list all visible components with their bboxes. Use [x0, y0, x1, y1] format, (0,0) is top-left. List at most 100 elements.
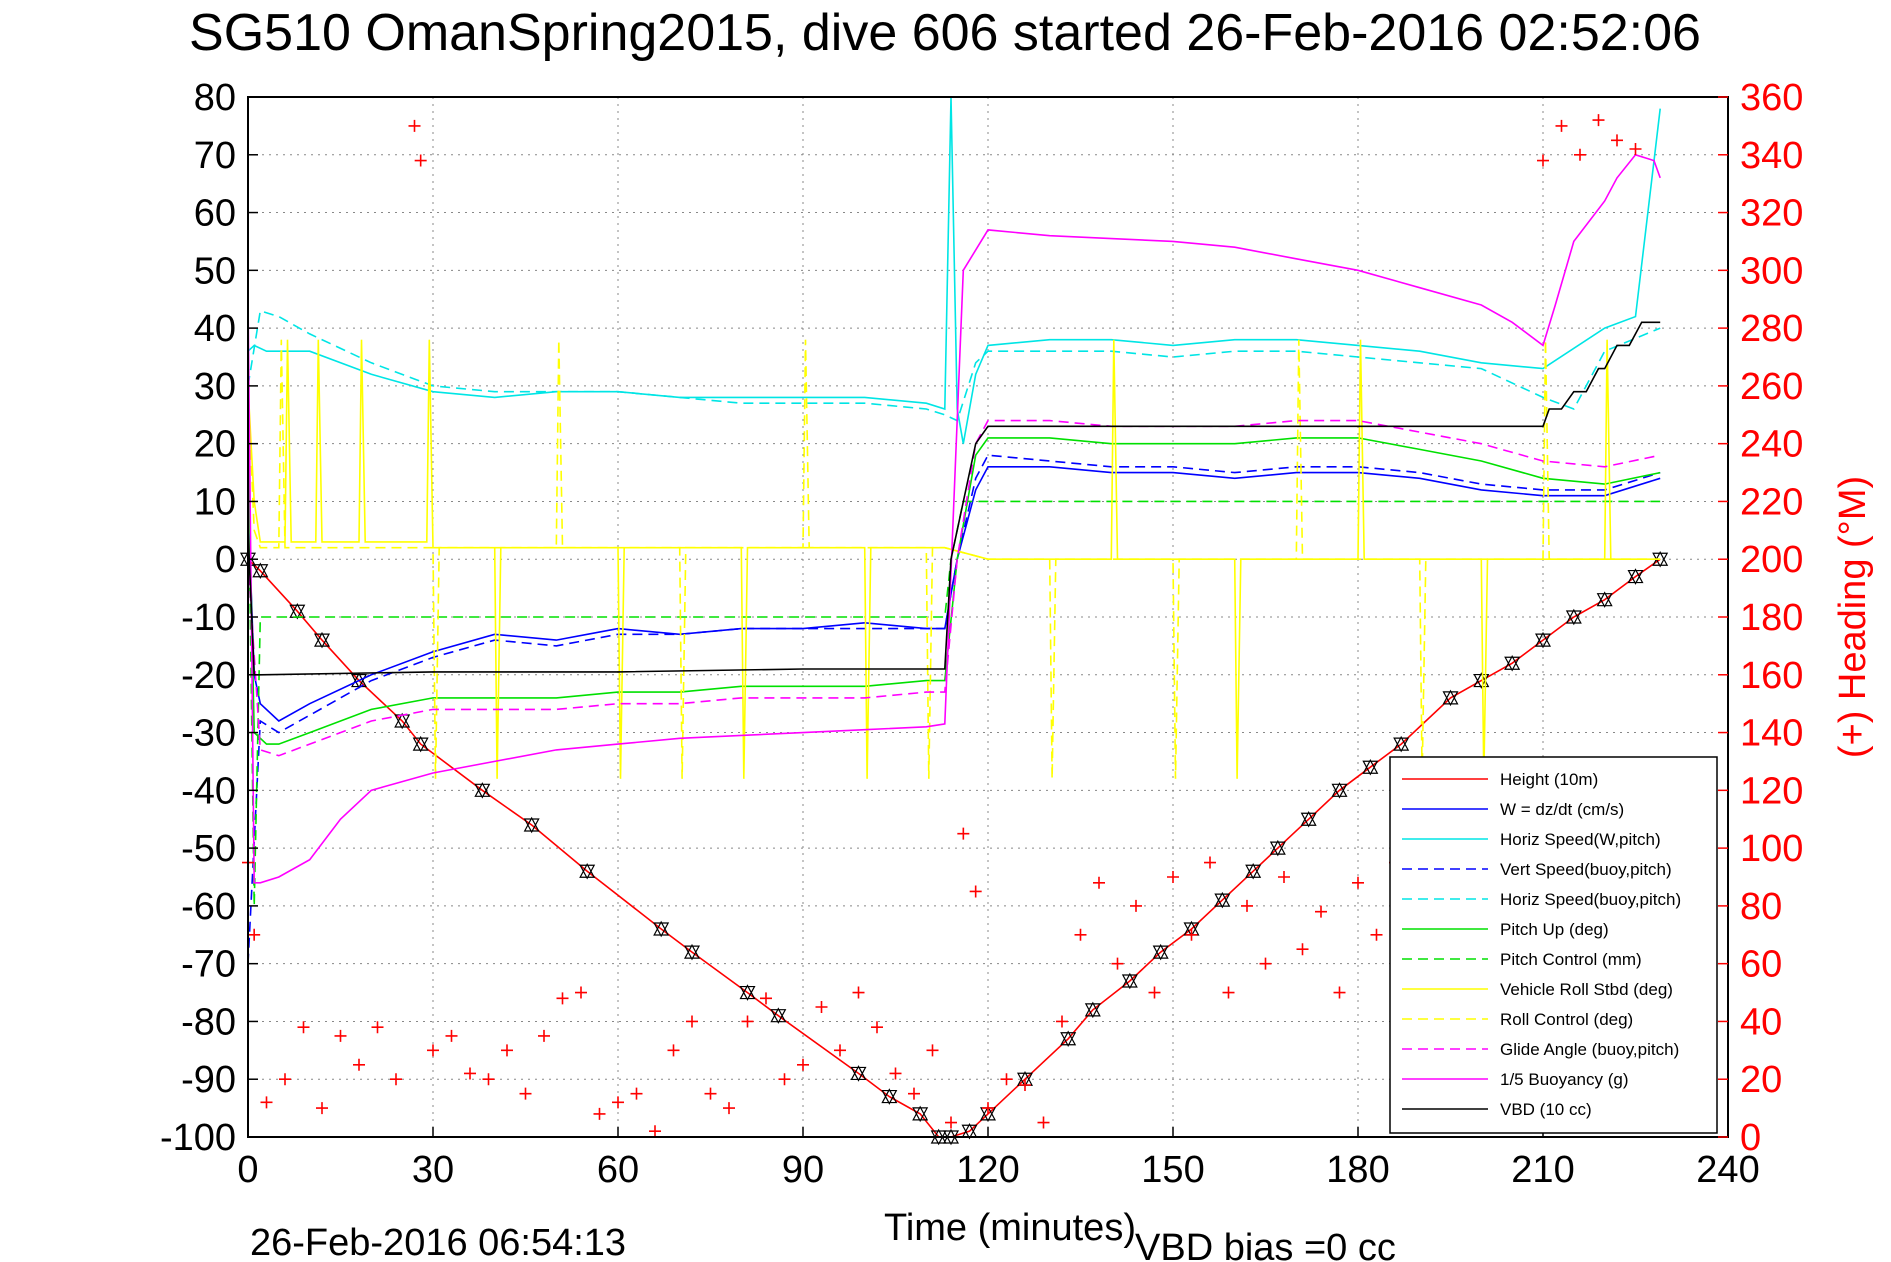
- height-point: [1596, 591, 1613, 608]
- legend-item: Pitch Control (mm): [1402, 950, 1642, 969]
- heading-point: [778, 1073, 791, 1086]
- legend-label: Roll Control (deg): [1500, 1010, 1633, 1029]
- heading-point: [1130, 899, 1142, 912]
- heading-point: [1611, 134, 1623, 147]
- height-point: [683, 943, 701, 961]
- heading-point: [1537, 154, 1549, 167]
- height-point: [1393, 735, 1410, 753]
- height-point: [1442, 689, 1459, 707]
- legend-item: Glide Angle (buoy,pitch): [1402, 1040, 1679, 1059]
- y-right-tick-label: 120: [1740, 770, 1803, 812]
- series-vbd-10-cc: [247, 321, 1661, 676]
- height-point: [1084, 1001, 1101, 1019]
- heading-point: [1074, 928, 1087, 941]
- series-line: [247, 96, 1661, 444]
- y-tick-label: -60: [181, 886, 236, 928]
- height-point: [474, 782, 491, 799]
- heading-point: [556, 992, 569, 1005]
- height-point: [1245, 862, 1262, 880]
- height-point: [252, 562, 269, 580]
- heading-point: [649, 1125, 661, 1138]
- series-1-5-buoyancy-g: [247, 153, 1661, 884]
- heading-point: [760, 992, 772, 1005]
- legend-item: Height (10m): [1402, 770, 1598, 789]
- heading-point: [279, 1073, 291, 1086]
- legend-item: Roll Control (deg): [1402, 1010, 1633, 1029]
- y-right-tick-label: 20: [1740, 1059, 1782, 1101]
- x-tick-label: 60: [597, 1149, 639, 1191]
- heading-point: [630, 1087, 643, 1100]
- ticks: 0 30 60 90 120 150 180 210 24080706050403020100-…: [160, 77, 1803, 1191]
- heading-point: [1204, 856, 1216, 869]
- legend-label: 1/5 Buoyancy (g): [1500, 1070, 1629, 1089]
- legend-item: Horiz Speed(buoy,pitch): [1402, 890, 1681, 909]
- series-line: [247, 339, 1661, 779]
- legend-item: W = dz/dt (cm/s): [1402, 800, 1624, 819]
- legend-item: Pitch Up (deg): [1402, 920, 1609, 939]
- x-tick-label: 0: [237, 1149, 258, 1191]
- y-right-tick-label: 280: [1740, 308, 1803, 350]
- height-point: [1269, 839, 1286, 857]
- height-point: [912, 1105, 929, 1123]
- heading-point: [1093, 876, 1105, 889]
- heading-point: [1037, 1116, 1050, 1129]
- y-right-tick-label: 320: [1740, 193, 1803, 235]
- y-right-tick-label: 240: [1740, 424, 1803, 466]
- heading-point: [519, 1087, 532, 1100]
- height-point: [523, 816, 540, 834]
- y-right-tick-label: 200: [1740, 539, 1803, 581]
- heading-point: [982, 1102, 994, 1115]
- heading-point: [834, 1044, 846, 1057]
- heading-point: [1148, 986, 1161, 999]
- height-point: [770, 1007, 787, 1024]
- series-line: [247, 153, 1661, 884]
- heading-point: [945, 1116, 957, 1129]
- height-point: [1300, 810, 1317, 828]
- heading-point: [723, 1102, 735, 1115]
- heading-point: [408, 119, 421, 132]
- legend-label: Pitch Control (mm): [1500, 950, 1642, 969]
- y-right-tick-label: 60: [1740, 944, 1782, 986]
- heading-point: [1259, 957, 1272, 970]
- heading-point: [797, 1058, 809, 1071]
- heading-point: [1315, 905, 1327, 918]
- footer-timestamp: 26-Feb-2016 06:54:13: [250, 1222, 626, 1262]
- legend: Height (10m) W = dz/dt (cm/s) Horiz Speed(…: [1389, 756, 1718, 1134]
- y-right-tick-label: 80: [1740, 886, 1782, 928]
- heading-point: [353, 1058, 365, 1071]
- heading-point: [316, 1102, 328, 1115]
- y-right-tick-label: 260: [1740, 366, 1803, 408]
- height-point: [579, 862, 596, 880]
- series-line: [247, 454, 1661, 964]
- heading-point: [390, 1073, 402, 1086]
- y-tick-label: 60: [194, 193, 236, 235]
- heading-point: [1167, 871, 1179, 883]
- heading-point: [852, 986, 865, 999]
- height-point: [350, 672, 368, 689]
- y-right-tick-label: 160: [1740, 655, 1803, 697]
- height-point: [653, 920, 670, 938]
- heading-point: [427, 1044, 439, 1057]
- legend-box: [1389, 756, 1718, 1134]
- series-horiz-speed-buoy-pitch: [247, 309, 1661, 422]
- y-right-tick-label: 140: [1740, 713, 1803, 755]
- heading-point: [1352, 876, 1364, 889]
- height-point: [1534, 631, 1552, 649]
- heading-point: [501, 1044, 513, 1057]
- series-line: [247, 465, 1661, 722]
- heading-point: [1333, 986, 1346, 999]
- heading-point: [414, 154, 427, 167]
- legend-item: VBD (10 cc): [1402, 1100, 1592, 1119]
- y-right-tick-label: 340: [1740, 135, 1803, 177]
- heading-point: [371, 1021, 384, 1034]
- heading-point: [1019, 1079, 1031, 1091]
- footer-vbd-bias: VBD bias =0 cc: [1135, 1227, 1396, 1262]
- height-point: [881, 1088, 898, 1105]
- height-point: [850, 1065, 867, 1082]
- heading-point: [260, 1096, 273, 1109]
- heading-point: [1574, 148, 1586, 161]
- heading-point: [1629, 143, 1642, 155]
- height-point: [1214, 891, 1231, 909]
- heading-point: [908, 1087, 920, 1100]
